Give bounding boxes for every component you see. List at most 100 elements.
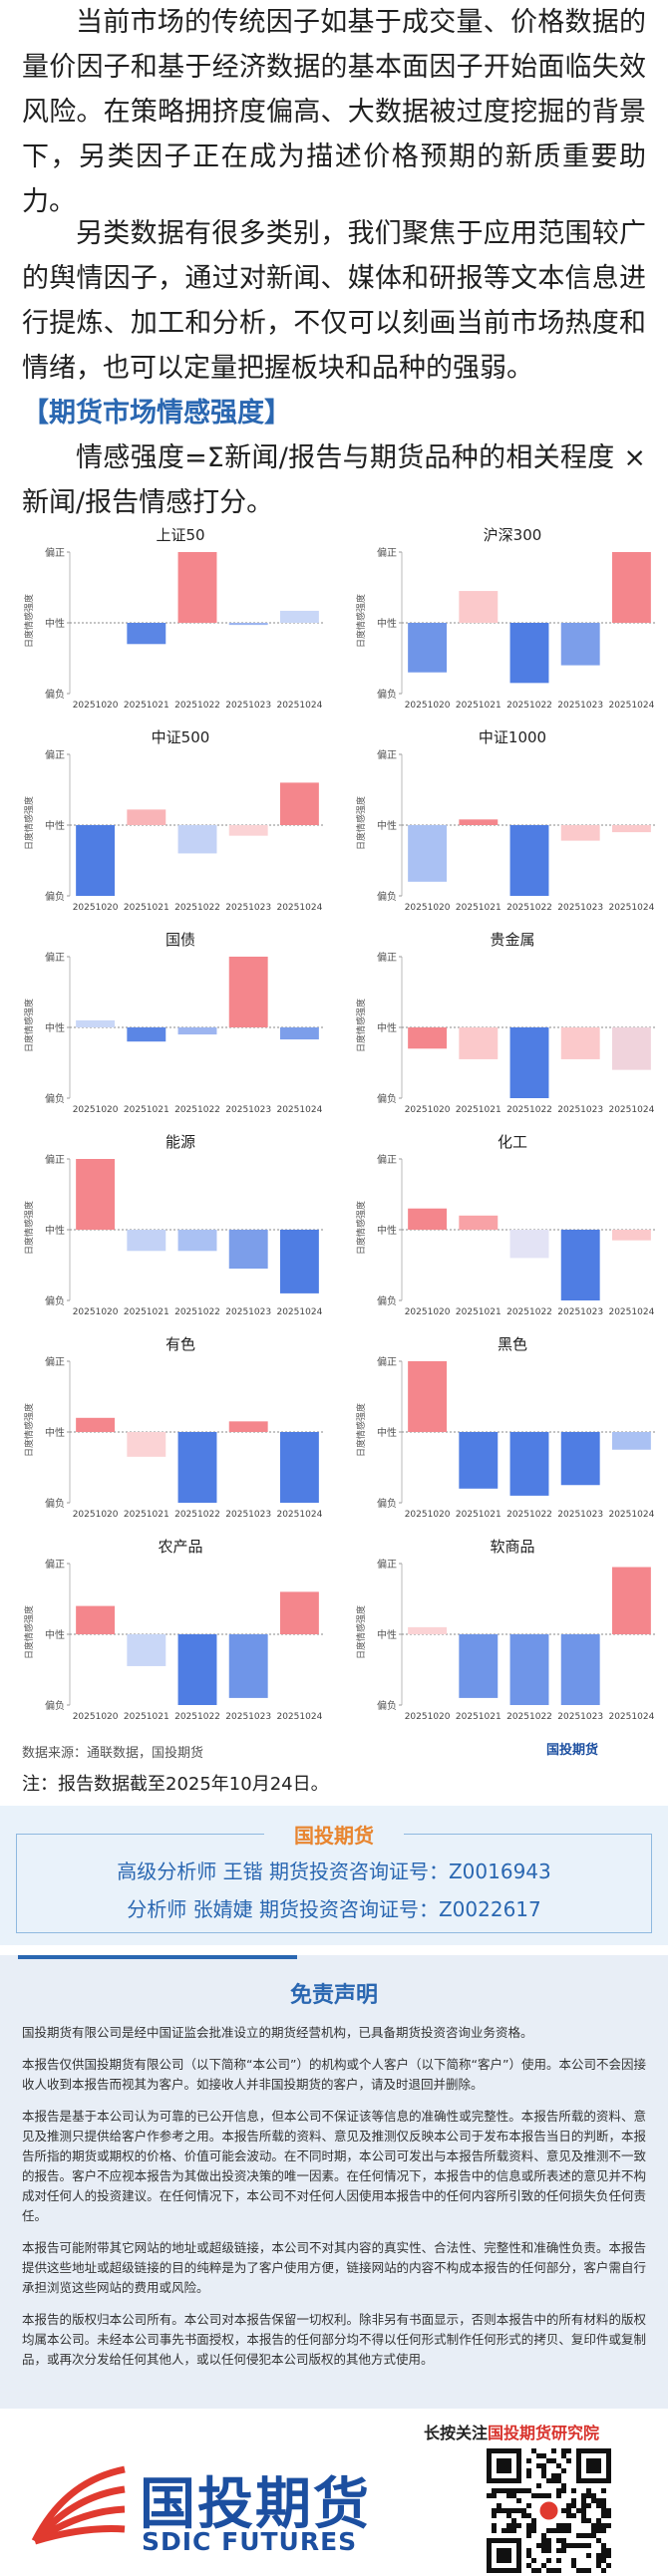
x-tick-label: 20251024 — [276, 1105, 322, 1115]
bar — [228, 957, 268, 1027]
qr-module — [511, 2523, 516, 2528]
qr-module — [591, 2533, 596, 2538]
bar — [177, 1027, 217, 1035]
y-axis-label: 日度情感强度 — [355, 594, 367, 648]
bar — [509, 825, 549, 896]
bar — [611, 1027, 651, 1070]
bar — [611, 825, 651, 833]
qr-module — [566, 2543, 571, 2548]
qr-module — [601, 2558, 606, 2563]
qr-module — [511, 2518, 516, 2523]
y-axis-label: 日度情感强度 — [23, 796, 35, 850]
qr-module — [511, 2508, 516, 2513]
y-tick-label: 偏负 — [377, 1699, 397, 1712]
chart-title: 化工 — [498, 1133, 527, 1151]
logo-mark — [31, 2465, 126, 2545]
x-tick-label: 20251021 — [456, 1712, 501, 1722]
bar — [279, 1230, 319, 1293]
qr-module — [492, 2508, 497, 2513]
qr-module — [546, 2478, 551, 2483]
qr-module — [561, 2538, 566, 2543]
x-tick-label: 20251020 — [73, 1105, 119, 1115]
qr-module — [506, 2488, 511, 2493]
bar — [509, 1027, 549, 1098]
qr-module — [551, 2478, 556, 2483]
follow-text: 长按关注国投期货研究院 — [424, 2420, 599, 2443]
y-axis-label: 日度情感强度 — [23, 1605, 35, 1659]
qr-module — [541, 2493, 546, 2498]
x-tick-label: 20251021 — [124, 1712, 169, 1722]
x-tick-label: 20251020 — [73, 1307, 119, 1317]
qr-module — [566, 2528, 571, 2533]
x-tick-label: 20251023 — [225, 701, 271, 711]
y-tick-label: 偏负 — [45, 1497, 65, 1510]
qr-module — [526, 2548, 531, 2553]
qr-module — [541, 2473, 546, 2478]
y-axis-label: 日度情感强度 — [23, 999, 35, 1052]
bar — [228, 623, 268, 626]
qr-module — [581, 2568, 586, 2573]
qr-module — [526, 2553, 531, 2558]
y-tick-label: 偏正 — [45, 951, 65, 964]
qr-module — [556, 2558, 561, 2563]
bar — [611, 1432, 651, 1450]
chart-title: 黑色 — [498, 1335, 527, 1353]
x-tick-label: 20251023 — [225, 1307, 271, 1317]
bar — [509, 1432, 549, 1496]
qr-module — [492, 2493, 497, 2498]
qr-module — [581, 2503, 586, 2508]
qr-module — [546, 2568, 551, 2573]
qr-module — [526, 2488, 531, 2493]
y-tick-label: 偏正 — [377, 951, 397, 964]
bar — [177, 1230, 217, 1252]
follow-prefix: 长按关注 — [424, 2424, 489, 2442]
bar — [459, 1634, 499, 1698]
qr-module — [556, 2493, 561, 2498]
bar — [76, 1417, 116, 1432]
chart-title: 中证500 — [152, 728, 210, 746]
qr-module — [586, 2543, 591, 2548]
qr-module — [586, 2488, 591, 2493]
x-tick-label: 20251022 — [174, 1105, 220, 1115]
qr-module — [571, 2543, 576, 2548]
qr-module — [541, 2543, 546, 2548]
chart-title: 中证1000 — [479, 728, 546, 746]
logo-cn: 国投期货 — [140, 2472, 371, 2537]
x-tick-label: 20251023 — [557, 701, 603, 711]
qr-finder — [487, 2448, 521, 2483]
qr-module — [546, 2558, 551, 2563]
y-axis-label: 日度情感强度 — [355, 1201, 367, 1255]
qr-module — [497, 2508, 501, 2513]
qr-module — [561, 2453, 566, 2458]
qr-module — [591, 2493, 596, 2498]
x-tick-label: 20251024 — [608, 903, 654, 913]
x-tick-label: 20251020 — [73, 701, 119, 711]
disclaimer-paragraph: 本报告是基于本公司认为可靠的已公开信息，但本公司不保证该等信息的准确性或完整性。… — [22, 2109, 646, 2223]
qr-finder — [576, 2448, 611, 2483]
disclaimer-title: 免责声明 — [289, 1983, 378, 2008]
disclaimer-paragraph: 本报告可能附带其它网站的地址或超级链接，本公司不对其内容的真实性、合法性、完整性… — [22, 2240, 646, 2295]
qr-module — [601, 2548, 606, 2553]
qr-module — [541, 2453, 546, 2458]
x-tick-label: 20251022 — [506, 1712, 552, 1722]
qr-module — [492, 2488, 497, 2493]
bar — [560, 825, 600, 841]
qr-module — [492, 2523, 497, 2528]
bar — [611, 552, 651, 623]
disclaimer-paragraph: 本报告的版权归本公司所有。本公司对本报告保留一切权利。除非另有书面显示，否则本报… — [22, 2312, 646, 2367]
qr-module — [561, 2523, 566, 2528]
y-tick-label: 中性 — [45, 1224, 65, 1237]
bar — [459, 591, 499, 623]
x-tick-label: 20251020 — [405, 1307, 451, 1317]
x-tick-label: 20251023 — [225, 1510, 271, 1520]
qr-module — [571, 2488, 576, 2493]
analyst-tag: 国投期货 — [264, 1820, 404, 1849]
y-tick-label: 中性 — [45, 617, 65, 630]
y-tick-label: 中性 — [45, 819, 65, 832]
qr-module — [581, 2533, 586, 2538]
bar — [408, 1208, 448, 1230]
y-tick-label: 偏正 — [377, 748, 397, 761]
qr-module — [541, 2533, 546, 2538]
